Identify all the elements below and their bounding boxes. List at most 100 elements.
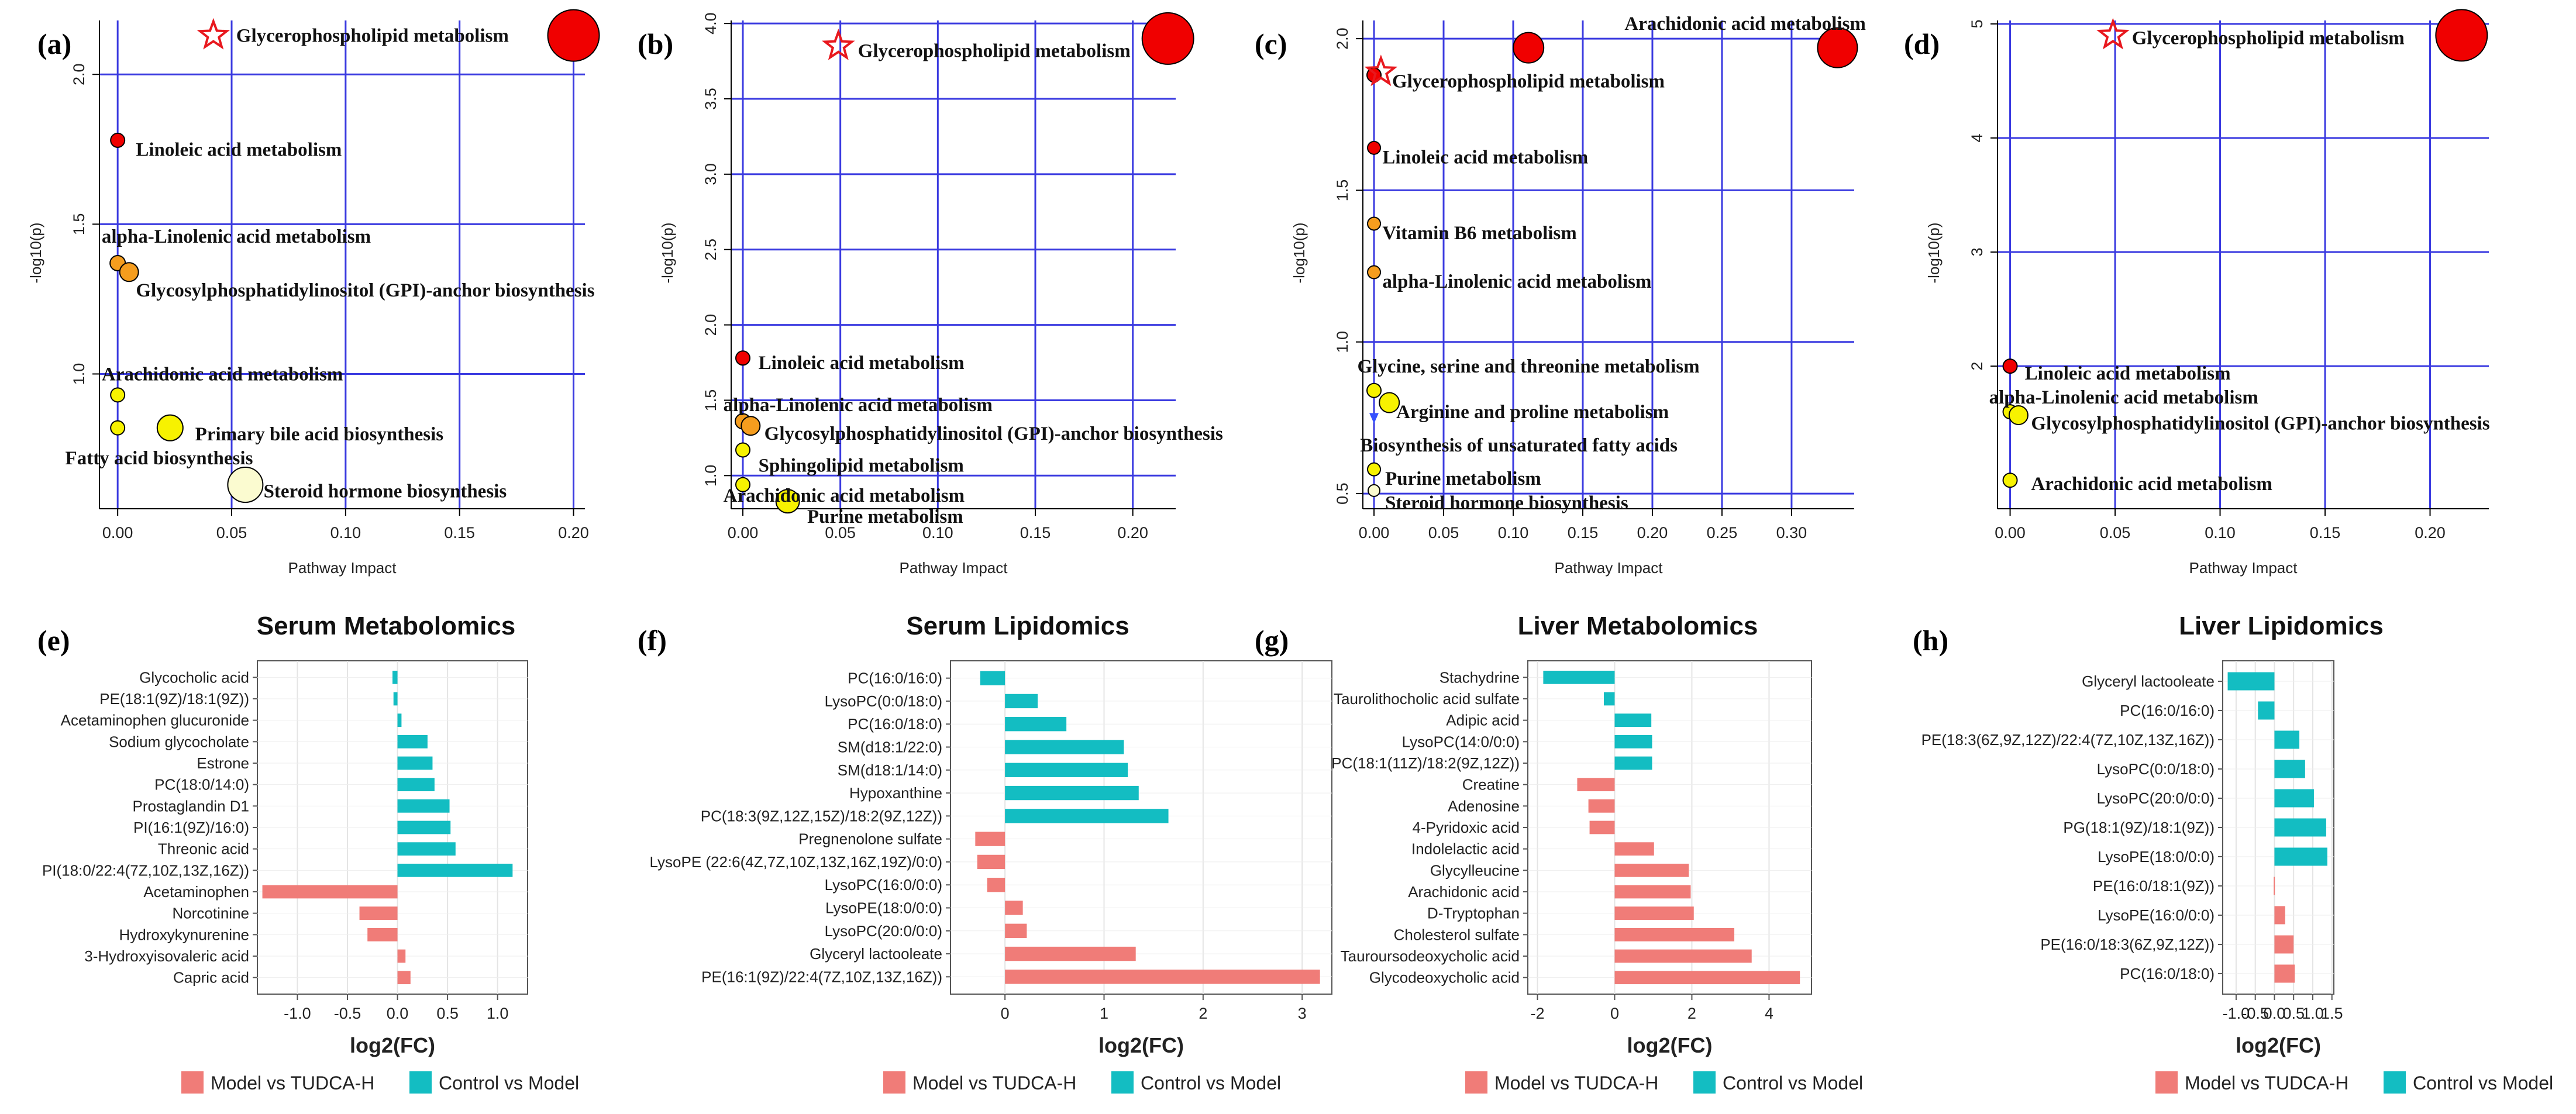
category-label: Adenosine <box>1448 797 1520 815</box>
category-label: Threonic acid <box>158 840 249 858</box>
x-tick-label: 0.05 <box>216 524 247 542</box>
legend-label-model: Model vs TUDCA-H <box>2185 1072 2348 1094</box>
category-label: Taurolithocholic acid sulfate <box>1334 690 1520 708</box>
chart-title: Serum Metabolomics <box>257 612 516 640</box>
category-label: Acetaminophen <box>143 883 249 901</box>
x-axis-title: Pathway Impact <box>288 559 397 577</box>
data-point-bubble <box>1513 32 1545 64</box>
category-label: Norcotinine <box>172 905 249 922</box>
x-tick-label: 0.20 <box>1637 524 1668 542</box>
data-point-bubble <box>2435 9 2488 62</box>
x-axis-title: log2(FC) <box>1627 1033 1713 1057</box>
pathway-label: Glycerophospholipid metabolism <box>2132 27 2405 49</box>
category-label: LysoPE(18:0/0:0) <box>2098 848 2215 865</box>
y-tick-label: 3 <box>1968 248 1986 257</box>
category-label: LysoPE(18:0/0:0) <box>825 899 942 917</box>
pathway-label: Arachidonic acid metabolism <box>1624 13 1865 35</box>
bar <box>1614 927 1735 941</box>
bar <box>1005 694 1038 709</box>
category-label: PC(16:0/16:0) <box>848 670 942 687</box>
pathway-label: Fatty acid biosynthesis <box>66 448 253 469</box>
bar <box>2274 730 2300 749</box>
legend-swatch-model <box>1465 1071 1487 1094</box>
bar <box>2274 818 2326 837</box>
significance-star-icon <box>197 18 230 50</box>
category-label: LysoPE(16:0/0:0) <box>2098 906 2215 924</box>
category-label: Glyceryl lactooleate <box>810 945 942 963</box>
data-point-bubble <box>1141 12 1194 65</box>
data-point-bubble <box>227 467 264 503</box>
x-tick-label: 0.5 <box>2282 1005 2305 1022</box>
category-label: Hypoxanthine <box>849 784 942 802</box>
data-point-bubble <box>156 414 184 442</box>
category-label: Prostaglandin D1 <box>133 797 249 815</box>
category-label: LysoPE (22:6(4Z,7Z,10Z,13Z,16Z,19Z)/0:0) <box>650 853 942 871</box>
x-tick-label: -1.0 <box>2223 1005 2250 1022</box>
pathway-label: Primary bile acid biosynthesis <box>195 424 444 445</box>
category-label: Glycocholic acid <box>139 668 249 686</box>
pathway-label: Sphingolipid metabolism <box>759 455 964 476</box>
legend-label-control: Control vs Model <box>1723 1072 1863 1094</box>
x-tick-label: 0.30 <box>1776 524 1807 542</box>
y-tick-label: 1.0 <box>702 465 719 487</box>
category-label: Arachidonic acid <box>1408 883 1520 901</box>
category-label: PE(16:0/18:3(6Z,9Z,12Z)) <box>2040 936 2215 953</box>
legend-swatch-control <box>1693 1071 1716 1094</box>
category-label: LysoPC(20:0/0:0) <box>825 922 942 940</box>
x-axis-title: log2(FC) <box>2236 1033 2321 1057</box>
pathway-label: Steroid hormone biosynthesis <box>1385 493 1628 514</box>
x-tick-label: 1.0 <box>487 1005 509 1022</box>
category-label: PC(16:0/18:0) <box>2120 965 2215 982</box>
bar <box>2274 760 2305 778</box>
bar <box>1005 785 1139 801</box>
x-tick-label: 0 <box>1001 1005 1010 1022</box>
bar <box>1614 713 1652 727</box>
category-label: Sodium glycocholate <box>109 733 249 750</box>
category-label: PI(18:0/22:4(7Z,10Z,13Z,16Z)) <box>42 861 249 879</box>
data-point-bubble <box>1366 382 1382 398</box>
bar <box>397 842 456 856</box>
category-label: LysoPC(20:0/0:0) <box>2097 789 2215 807</box>
x-tick-label: 0.20 <box>2415 524 2446 542</box>
x-tick-label: 0.15 <box>1568 524 1599 542</box>
pathway-label: Steroid hormone biosynthesis <box>264 481 507 502</box>
bar <box>397 799 450 813</box>
data-point-bubble <box>2002 472 2018 488</box>
pathway-label: alpha-Linolenic acid metabolism <box>1989 387 2258 408</box>
scatter-panel-c: (c) 0.00 0.05 0.10 0.15 0.20 0.25 0.30 0.5 1.0 1.5… <box>1255 13 1866 577</box>
bar <box>2274 906 2285 925</box>
legend-swatch-model <box>181 1071 204 1094</box>
legend-swatch-control <box>1111 1071 1134 1094</box>
bar <box>1614 842 1654 856</box>
bar <box>359 906 398 920</box>
category-label: 3-Hydroxyisovaleric acid <box>84 947 249 965</box>
pathway-label: Arachidonic acid metabolism <box>724 485 965 506</box>
bar <box>1005 763 1128 777</box>
category-label: LysoPC(0:0/18:0) <box>825 692 942 710</box>
bar <box>1614 756 1652 770</box>
y-tick-label: 2.0 <box>1334 27 1351 50</box>
category-label: Capric acid <box>173 969 249 987</box>
bar <box>397 756 433 770</box>
data-point-bubble <box>1379 392 1400 413</box>
y-tick-label: 1.0 <box>1334 331 1351 353</box>
bar <box>2274 847 2327 866</box>
x-tick-label: 0.25 <box>1707 524 1738 542</box>
category-label: PE(18:3(6Z,9Z,12Z)/22:4(7Z,10Z,13Z,16Z)) <box>1921 731 2215 749</box>
bar <box>2227 672 2275 691</box>
category-label: PG(18:1(9Z)/18:1(9Z)) <box>2063 819 2215 836</box>
panel-label: (h) <box>1913 624 1948 657</box>
panel-label: (e) <box>37 624 70 657</box>
y-tick-label: 3.5 <box>702 88 719 110</box>
bar <box>1614 906 1694 920</box>
bar-panel-e: (e) Serum Metabolomics Glycocholic acid PE(… <box>37 612 579 1094</box>
x-tick-label: 0.10 <box>330 524 361 542</box>
panel-label: (g) <box>1255 624 1289 657</box>
category-label: Glyceryl lactooleate <box>2082 672 2215 690</box>
bar <box>1005 740 1124 754</box>
bar <box>1603 692 1615 706</box>
y-tick-label: 2.5 <box>702 239 719 261</box>
y-axis-title: -log10(p) <box>27 222 44 283</box>
bar <box>397 949 406 963</box>
